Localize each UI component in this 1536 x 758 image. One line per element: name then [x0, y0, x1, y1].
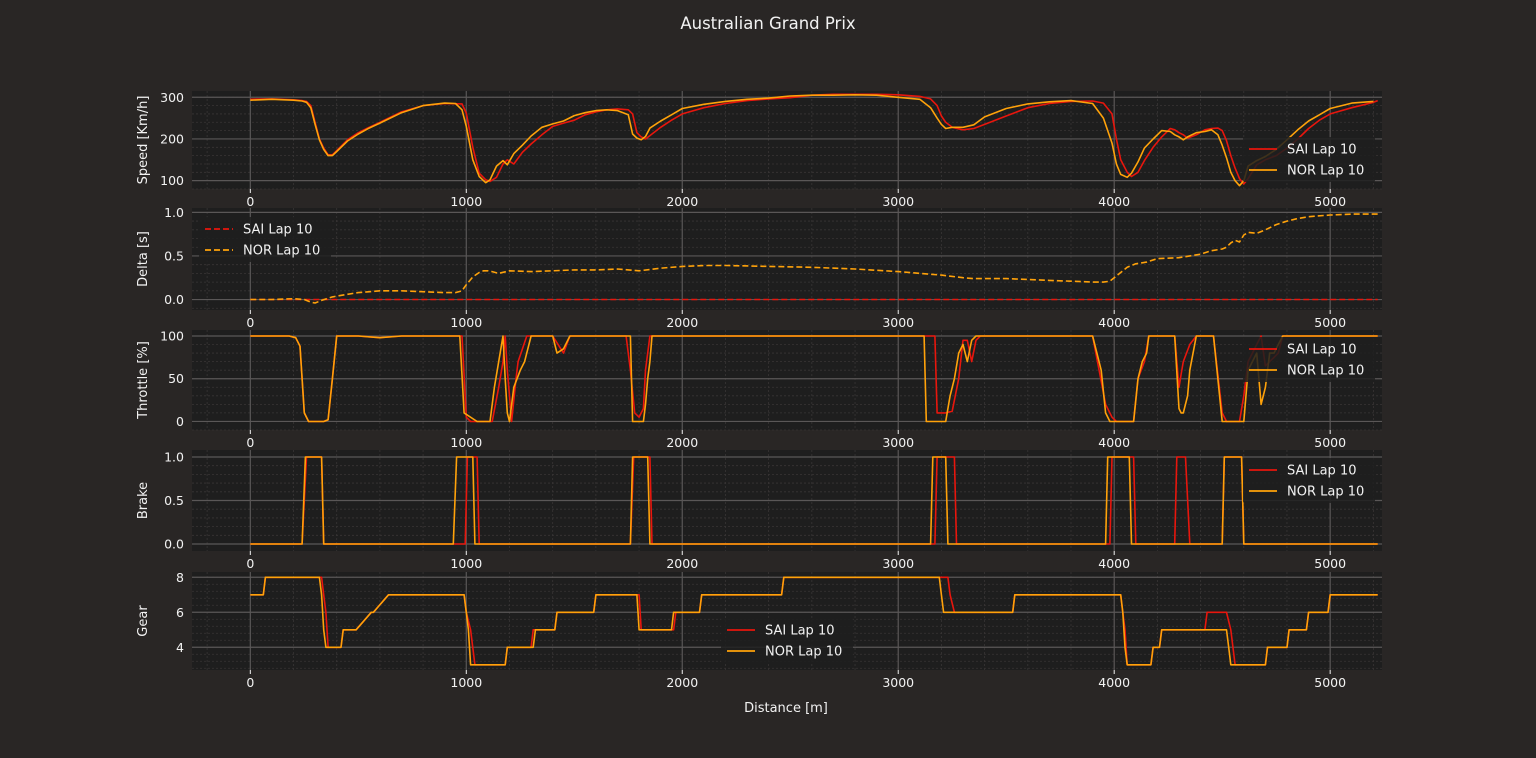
x-tick-label: 2000	[666, 315, 698, 330]
x-tick-label: 0	[246, 675, 254, 690]
x-tick-label: 5000	[1314, 194, 1346, 209]
legend: SAI Lap 10 NOR Lap 10	[1243, 137, 1375, 182]
y-tick-label: 1.0	[164, 449, 184, 464]
y-tick-label: 100	[160, 328, 184, 343]
x-tick-label: 2000	[666, 556, 698, 571]
series-line-nor	[250, 213, 1378, 304]
y-axis-label: Throttle [%]	[136, 341, 151, 420]
x-tick-label: 4000	[1098, 435, 1130, 450]
x-tick-label: 3000	[882, 675, 914, 690]
y-tick-label: 8	[176, 570, 184, 585]
x-tick-label: 2000	[666, 194, 698, 209]
panel-5: 0 1000 2000 3000 4000 5000 4 6 8 Gear SAI Lap 10 NO…	[136, 570, 1382, 690]
x-tick-label: 1000	[450, 315, 482, 330]
y-axis-label: Gear	[136, 605, 151, 637]
legend-label: NOR Lap 10	[765, 645, 842, 660]
legend: SAI Lap 10 NOR Lap 10	[199, 217, 331, 262]
y-tick-label: 4	[176, 640, 184, 655]
legend-label: SAI Lap 10	[1287, 343, 1357, 358]
x-tick-label: 3000	[882, 194, 914, 209]
y-axis-label: Speed [Km/h]	[136, 96, 151, 185]
panel-4: 0 1000 2000 3000 4000 5000 0.0 0.5 1.0 Brake SAI L…	[136, 449, 1382, 571]
x-tick-label: 5000	[1314, 556, 1346, 571]
series-line-nor	[250, 335, 1378, 423]
y-tick-label: 0.5	[164, 493, 184, 508]
panel-2: 0 1000 2000 3000 4000 5000 0.0 0.5 1.0 Delta [s] S…	[136, 205, 1382, 330]
x-tick-label: 5000	[1314, 315, 1346, 330]
x-tick-label: 0	[246, 315, 254, 330]
x-tick-label: 3000	[882, 556, 914, 571]
y-tick-label: 200	[160, 131, 184, 146]
legend-label: NOR Lap 10	[1287, 364, 1364, 379]
x-tick-label: 1000	[450, 556, 482, 571]
x-tick-label: 3000	[882, 435, 914, 450]
y-axis-label: Brake	[136, 482, 151, 519]
plot-area	[192, 91, 1382, 189]
x-tick-label: 5000	[1314, 675, 1346, 690]
plot-area	[192, 330, 1382, 430]
panel-3: 0 1000 2000 3000 4000 5000 0 50 100 Throttle [%] S…	[136, 328, 1382, 450]
y-tick-label: 1.0	[164, 205, 184, 220]
x-tick-label: 0	[246, 435, 254, 450]
legend: SAI Lap 10 NOR Lap 10	[1243, 458, 1375, 503]
legend: SAI Lap 10 NOR Lap 10	[1243, 337, 1375, 382]
plot-area	[192, 208, 1382, 310]
x-tick-label: 4000	[1098, 194, 1130, 209]
panel-1: 0 1000 2000 3000 4000 5000 100 200 300 Speed [Km/…	[136, 90, 1382, 209]
x-tick-label: 0	[246, 556, 254, 571]
y-tick-label: 6	[176, 605, 184, 620]
legend: SAI Lap 10 NOR Lap 10	[721, 618, 853, 663]
x-tick-label: 3000	[882, 315, 914, 330]
y-tick-label: 0.0	[164, 537, 184, 552]
x-tick-label: 0	[246, 194, 254, 209]
legend-label: SAI Lap 10	[243, 223, 313, 238]
x-tick-label: 1000	[450, 194, 482, 209]
legend-label: NOR Lap 10	[243, 244, 320, 259]
y-tick-label: 0.5	[164, 248, 184, 263]
y-tick-label: 100	[160, 173, 184, 188]
y-tick-label: 0.0	[164, 292, 184, 307]
x-axis-label: Distance [m]	[744, 701, 828, 716]
legend-label: SAI Lap 10	[765, 624, 835, 639]
y-tick-label: 50	[168, 371, 184, 386]
legend-label: NOR Lap 10	[1287, 485, 1364, 500]
y-tick-label: 0	[176, 414, 184, 429]
legend-label: SAI Lap 10	[1287, 143, 1357, 158]
x-tick-label: 2000	[666, 675, 698, 690]
x-tick-label: 5000	[1314, 435, 1346, 450]
x-tick-label: 1000	[450, 675, 482, 690]
series-line-nor	[250, 456, 1378, 545]
legend-label: NOR Lap 10	[1287, 164, 1364, 179]
x-tick-label: 4000	[1098, 315, 1130, 330]
figure-title: Australian Grand Prix	[680, 14, 856, 33]
y-tick-label: 300	[160, 90, 184, 105]
series-line-nor	[250, 576, 1378, 666]
legend-label: SAI Lap 10	[1287, 464, 1357, 479]
y-axis-label: Delta [s]	[136, 231, 151, 287]
x-tick-label: 4000	[1098, 556, 1130, 571]
x-tick-label: 4000	[1098, 675, 1130, 690]
x-tick-label: 2000	[666, 435, 698, 450]
x-tick-label: 1000	[450, 435, 482, 450]
series-line-nor	[250, 94, 1374, 187]
